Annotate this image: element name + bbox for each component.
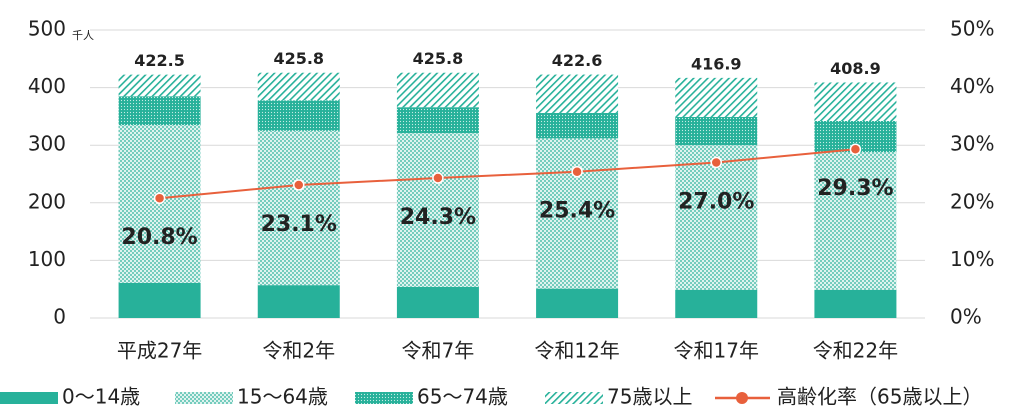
legend-swatch xyxy=(175,392,233,404)
total-label: 425.8 xyxy=(273,49,324,68)
bar-segment xyxy=(675,116,758,146)
bar-segment xyxy=(536,138,619,289)
x-tick-label: 令和12年 xyxy=(534,339,619,363)
bar-segment xyxy=(396,72,479,108)
bar-segment xyxy=(396,286,479,318)
y2-tick-label: 30% xyxy=(950,132,994,156)
rate-label: 25.4% xyxy=(539,199,615,224)
bar-segment xyxy=(257,285,340,318)
total-label: 416.9 xyxy=(691,54,742,73)
x-tick-label: 令和2年 xyxy=(262,339,335,363)
rate-line xyxy=(159,148,856,200)
y-unit-label: 千人 xyxy=(72,29,94,42)
bar-segment xyxy=(536,112,619,139)
y2-tick-label: 10% xyxy=(950,247,994,271)
x-tick-label: 平成27年 xyxy=(117,339,202,363)
bar-segment xyxy=(118,282,201,318)
bar-segment xyxy=(396,107,479,134)
y-tick-label: 0 xyxy=(53,305,66,329)
bar-segment xyxy=(675,289,758,318)
bar-segment xyxy=(814,289,897,318)
legend-swatch xyxy=(355,392,413,404)
bar-segment xyxy=(675,145,758,290)
rate-point xyxy=(710,156,722,169)
rate-label: 20.8% xyxy=(121,225,197,250)
x-tick-label: 令和7年 xyxy=(402,339,475,363)
legend-swatch xyxy=(545,392,603,404)
rate-point xyxy=(849,143,862,155)
bar-segment xyxy=(118,96,201,126)
y-tick-label: 500 xyxy=(28,17,66,41)
bar-segment xyxy=(257,130,340,286)
total-label: 408.9 xyxy=(830,59,881,78)
total-label: 425.8 xyxy=(413,49,464,68)
legend-label: 高齢化率（65歳以上） xyxy=(777,385,982,409)
legend-label: 65～74歳 xyxy=(417,385,508,409)
rate-point xyxy=(571,165,583,178)
rate-point xyxy=(432,172,444,184)
bar-segment xyxy=(257,100,340,131)
rate-label: 27.0% xyxy=(678,189,754,214)
y-tick-label: 300 xyxy=(28,132,66,156)
y-tick-label: 400 xyxy=(28,74,66,98)
y-tick-label: 200 xyxy=(28,189,66,213)
bar-segment xyxy=(396,133,479,287)
y2-tick-label: 50% xyxy=(950,17,994,41)
x-tick-label: 令和22年 xyxy=(813,339,898,363)
bar-segment xyxy=(814,82,897,122)
x-tick-label: 令和17年 xyxy=(674,339,759,363)
y2-tick-label: 40% xyxy=(950,74,994,98)
rate-point xyxy=(293,179,305,191)
bar-segment xyxy=(814,152,897,290)
rate-point xyxy=(153,192,166,204)
legend-label: 15～64歳 xyxy=(237,385,328,409)
y-tick-label: 100 xyxy=(28,247,66,271)
rate-label: 29.3% xyxy=(817,176,893,201)
bar-segment xyxy=(257,72,340,101)
bar-segment xyxy=(536,74,619,113)
y2-tick-label: 0% xyxy=(950,305,982,329)
rate-label: 23.1% xyxy=(261,212,337,237)
legend-dot xyxy=(736,392,748,404)
total-label: 422.6 xyxy=(552,51,603,70)
bar-segment xyxy=(675,77,758,117)
total-label: 422.5 xyxy=(134,51,185,70)
y2-tick-label: 20% xyxy=(950,189,994,213)
legend-label: 0～14歳 xyxy=(62,385,140,409)
bar-segment xyxy=(536,288,619,318)
legend-label: 75歳以上 xyxy=(607,385,692,409)
bar-segment xyxy=(118,125,201,283)
legend-swatch xyxy=(0,392,58,404)
bar-segment xyxy=(118,74,201,97)
rate-label: 24.3% xyxy=(400,205,476,230)
